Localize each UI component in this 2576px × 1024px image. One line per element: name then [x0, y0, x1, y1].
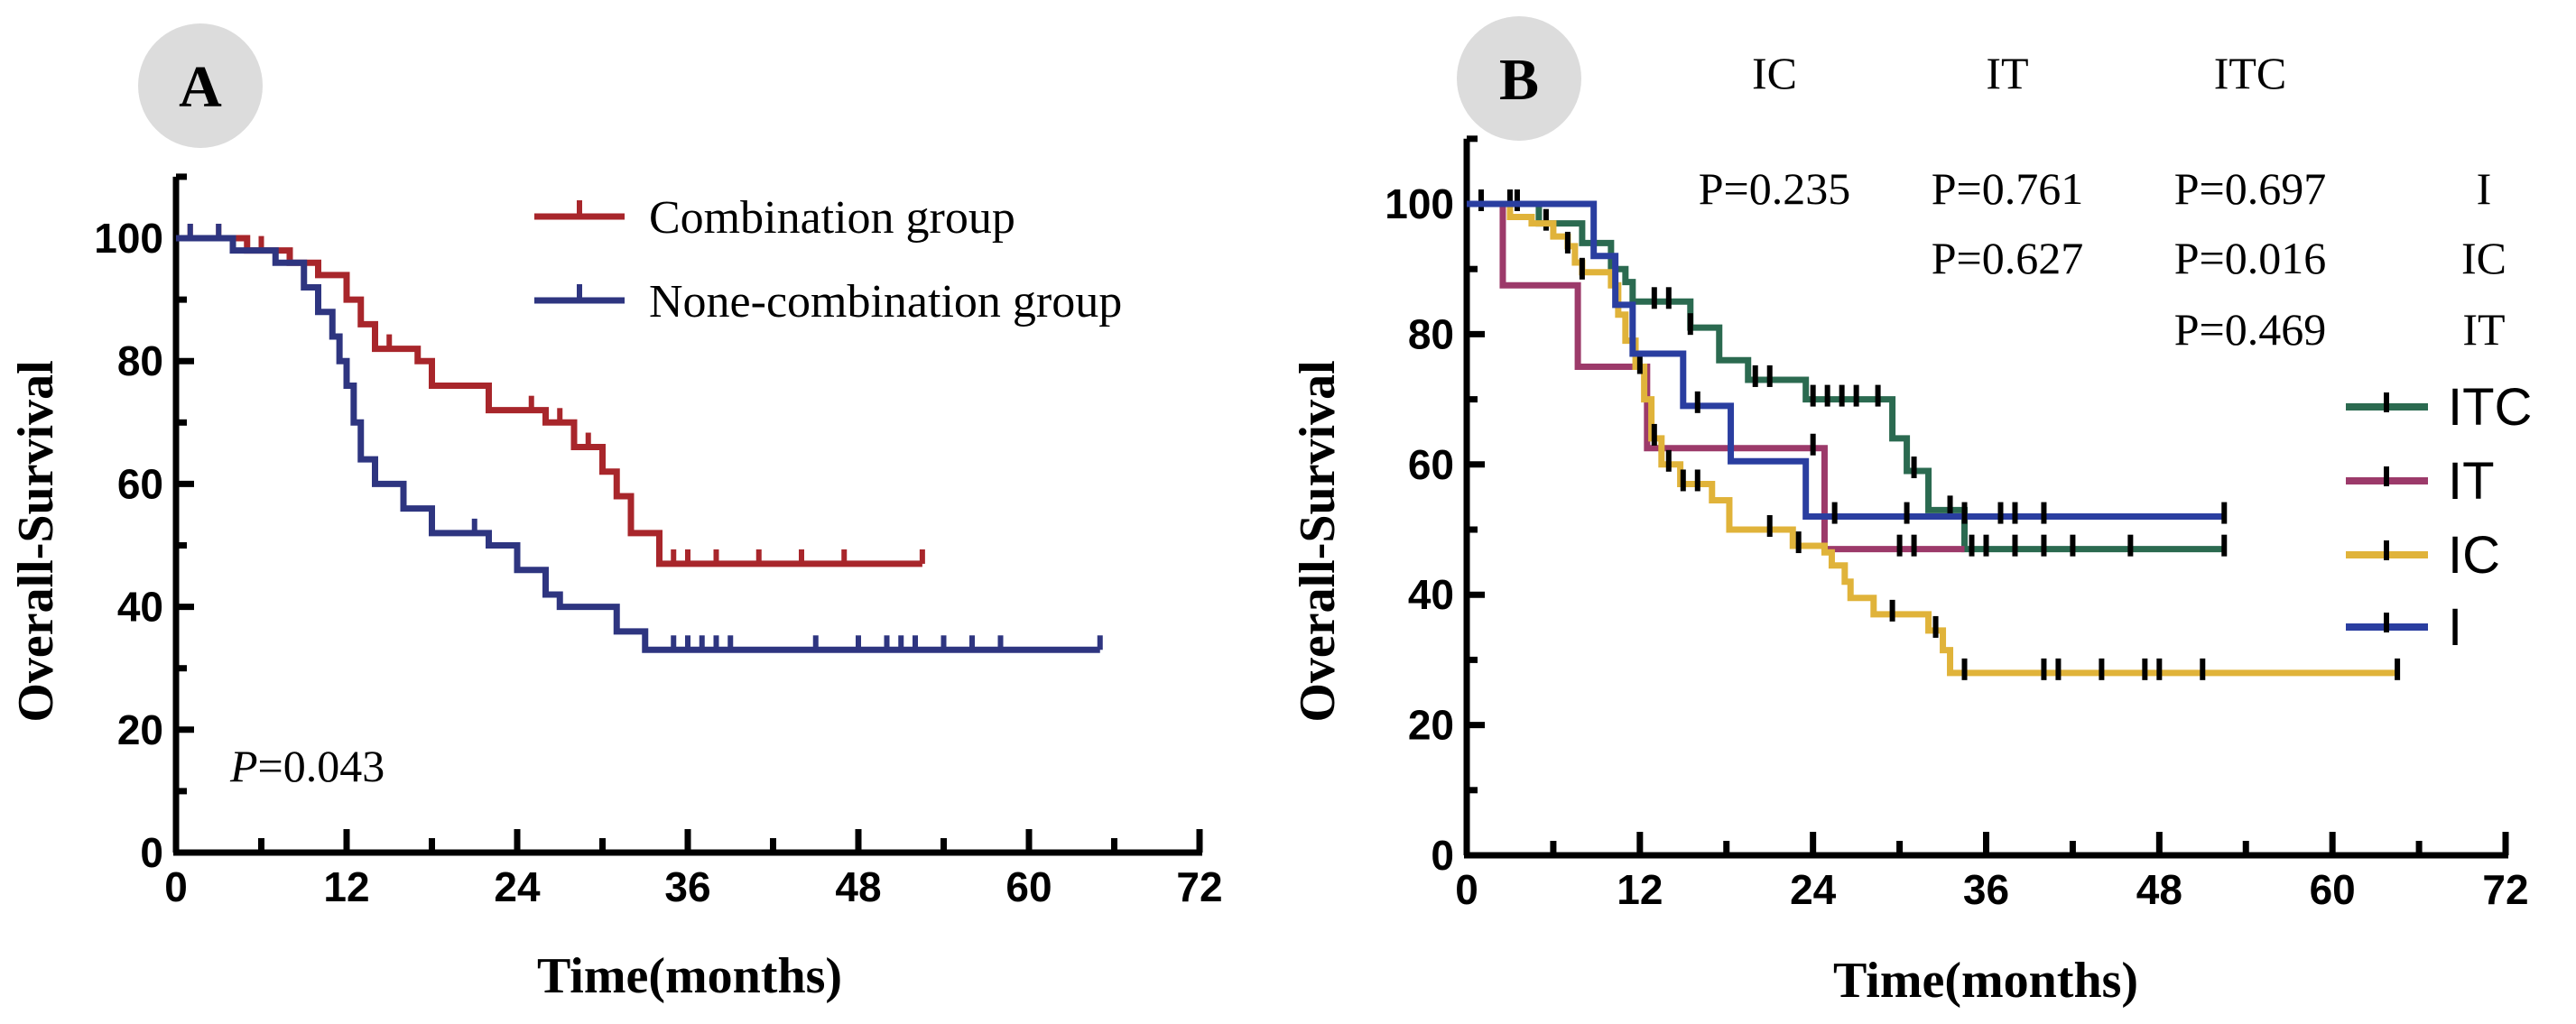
legend-label-itc: ITC [2448, 378, 2532, 437]
panel-b-plot: 0 20 40 60 80 100 0 12 24 36 48 60 72 [1385, 135, 2529, 913]
x-tick-label: 24 [1790, 866, 1837, 913]
y-tick-label: 0 [140, 829, 163, 876]
x-tick-label: 24 [494, 863, 541, 910]
pvalue-row-label: I [2477, 163, 2492, 214]
x-tick-label: 0 [164, 863, 188, 910]
legend-label-ic: IC [2448, 526, 2500, 585]
pvalue-col-header: ITC [2214, 48, 2287, 98]
panel-a-plot: 0 20 40 60 80 100 0 12 24 36 48 60 72 [94, 173, 1223, 910]
y-axis-title: Overall-Survival [8, 360, 64, 722]
y-tick-label: 80 [117, 337, 163, 384]
x-tick-label: 36 [1963, 866, 2009, 913]
pvalue-table: IC IT ITC P=0.235 P=0.761 P=0.697 I P=0.627 P… [1699, 48, 2507, 355]
pvalue-cell: P=0.761 [1932, 163, 2084, 214]
pvalue-cell: P=0.235 [1699, 163, 1851, 214]
x-axis-title: Time(months) [1833, 953, 2138, 1009]
panel-a-label: A [179, 54, 222, 120]
p-symbol: P [229, 741, 258, 791]
x-tick-label: 60 [1005, 863, 1052, 910]
y-tick-label: 40 [117, 584, 163, 631]
panel-a: A 0 20 40 60 80 100 0 12 24 36 48 60 72 Combination … [8, 23, 1223, 1004]
y-axis-title: Overall-Survival [1290, 360, 1346, 722]
survival-curve-ic [1467, 200, 2398, 677]
y-tick-label: 60 [117, 460, 163, 507]
y-tick-label: 80 [1408, 310, 1454, 357]
y-tick-label: 100 [94, 215, 163, 262]
panel-b-legend: ITC IT IC I [2346, 378, 2532, 657]
x-tick-label: 36 [664, 863, 710, 910]
survival-curve-itc [1467, 200, 2225, 553]
panel-b-label: B [1499, 47, 1539, 113]
x-tick-label: 72 [2482, 866, 2528, 913]
y-tick-label: 60 [1408, 441, 1454, 488]
x-tick-label: 48 [2136, 866, 2182, 913]
x-axis-title: Time(months) [537, 948, 842, 1004]
p-value: =0.043 [258, 741, 385, 791]
pvalue-cell: P=0.627 [1932, 233, 2084, 283]
y-tick-label: 20 [1408, 702, 1454, 749]
y-tick-label: 40 [1408, 571, 1454, 618]
pvalue-cell: P=0.016 [2174, 233, 2327, 283]
panel-a-badge [138, 23, 263, 148]
x-tick-label: 12 [1617, 866, 1663, 913]
pvalue-row-label: IT [2462, 304, 2505, 355]
legend-label-it: IT [2448, 452, 2495, 511]
x-tick-label: 48 [835, 863, 881, 910]
x-tick-label: 72 [1176, 863, 1222, 910]
panel-b: B 0 20 40 60 80 100 0 12 24 36 48 60 72 IC IT ITC P=… [1290, 16, 2532, 1009]
panel-a-legend: Combination group None-combination group [534, 192, 1122, 327]
y-tick-label: 20 [117, 706, 163, 753]
survival-curve-i [1467, 200, 2225, 521]
y-tick-label: 100 [1385, 180, 1454, 227]
legend-label-none-combination: None-combination group [649, 276, 1122, 327]
x-tick-label: 12 [323, 863, 369, 910]
y-tick-label: 0 [1431, 832, 1454, 879]
pvalue-col-header: IC [1752, 48, 1797, 98]
x-tick-label: 60 [2310, 866, 2356, 913]
pvalue-cell: P=0.469 [2174, 304, 2327, 355]
panel-b-badge [1457, 16, 1581, 141]
pvalue-col-header: IT [1986, 48, 2028, 98]
p-value-annotation: P=0.043 [229, 741, 385, 791]
pvalue-row-label: IC [2461, 233, 2507, 283]
pvalue-cell: P=0.697 [2174, 163, 2327, 214]
legend-label-i: I [2448, 598, 2462, 657]
legend-label-combination: Combination group [649, 192, 1015, 244]
x-tick-label: 0 [1455, 866, 1478, 913]
survival-curve-it [1467, 200, 1965, 553]
